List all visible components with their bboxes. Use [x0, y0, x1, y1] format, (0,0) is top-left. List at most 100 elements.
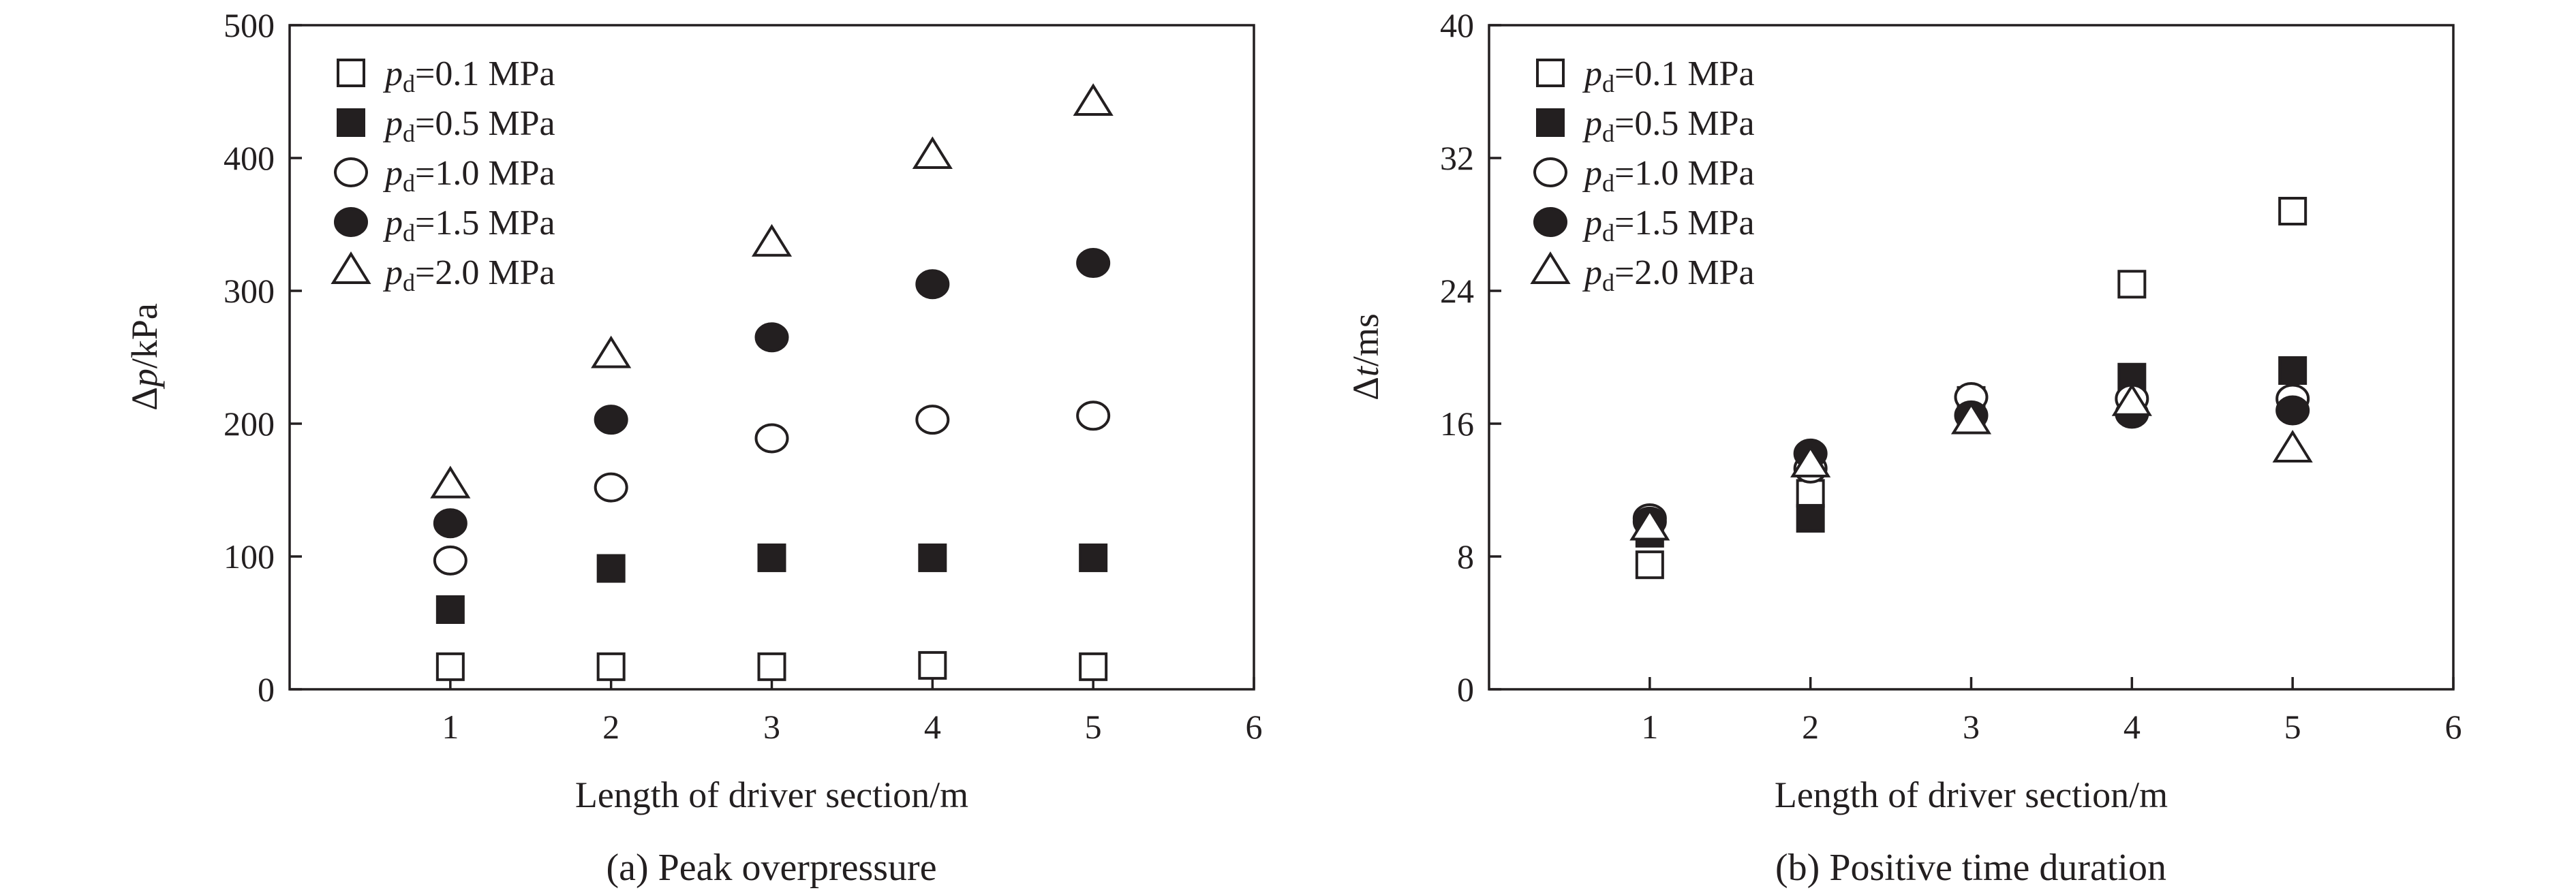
legend-marker [337, 108, 365, 137]
legend-entry: pd=0.5 MPa [337, 104, 555, 147]
legend: pd=0.1 MPa pd=0.5 MPa pd=1.0 MPa pd=1.5 MPa… [1530, 54, 1755, 296]
y-tick-label: 100 [224, 537, 275, 576]
legend-label: pd=2.0 MPa [1582, 253, 1755, 296]
x-tick-label: 6 [2445, 708, 2462, 746]
y-axis-label: Δt/ms [1345, 313, 1386, 401]
x-axis-label: Length of driver section/m [575, 774, 968, 815]
legend-entry: pd=2.0 MPa [331, 251, 555, 296]
legend-marker [334, 207, 368, 237]
data-point [1629, 507, 1670, 541]
data-point [1796, 503, 1825, 533]
data-point [1950, 401, 1992, 435]
data-point [754, 423, 789, 454]
legend-label: pd=0.5 MPa [382, 104, 555, 147]
y-tick-label: 32 [1440, 139, 1474, 177]
series-square-filled [435, 543, 1108, 624]
data-point [1076, 248, 1111, 279]
data-point [1079, 543, 1108, 572]
legend-entry: pd=1.5 MPa [334, 204, 555, 247]
data-point [591, 335, 632, 368]
legend-label: pd=1.5 MPa [382, 204, 555, 247]
x-tick-label: 3 [1963, 708, 1980, 746]
x-tick-label: 4 [2123, 708, 2141, 746]
data-point [751, 223, 793, 257]
legend: pd=0.1 MPa pd=0.5 MPa pd=1.0 MPa pd=1.5 MPa… [331, 54, 555, 296]
data-point [1790, 445, 1831, 477]
x-tick-label: 6 [1246, 708, 1263, 746]
series-triangle-open [430, 83, 1114, 499]
legend-label: pd=2.0 MPa [382, 253, 555, 296]
data-point [1079, 652, 1108, 681]
legend-entry: pd=0.5 MPa [1536, 104, 1755, 147]
legend-marker [337, 59, 365, 87]
y-tick-label: 200 [224, 405, 275, 443]
y-tick-label: 300 [224, 272, 275, 310]
y-tick-label: 24 [1440, 272, 1474, 310]
y-tick-label: 8 [1457, 537, 1474, 576]
data-point [596, 554, 626, 583]
legend-entry: pd=1.0 MPa [334, 154, 555, 197]
y-tick-label: 40 [1440, 6, 1474, 44]
data-point [596, 652, 626, 681]
data-point [915, 269, 950, 300]
x-tick-label: 5 [2284, 708, 2301, 746]
y-tick-label: 400 [224, 139, 275, 177]
data-point [757, 652, 786, 681]
legend-entry: pd=0.1 MPa [1536, 54, 1755, 97]
panel-caption: (b) Positive time duration [1775, 847, 2166, 889]
x-axis-label: Length of driver section/m [1775, 774, 2168, 815]
panel-b-positive-time-duration: 0 8 16 24 32 40 1 2 3 4 5 6 Length of driver section… [1345, 6, 2462, 889]
legend-label: pd=0.1 MPa [382, 54, 555, 97]
data-point [1076, 401, 1111, 431]
panel-a-peak-overpressure: 0 100 200 300 400 500 1 2 3 4 5 6 Length of driver s… [124, 6, 1263, 889]
series-circle-open [433, 401, 1111, 576]
data-point [2275, 395, 2310, 426]
x-tick-label: 3 [763, 708, 780, 746]
legend-marker [1533, 207, 1567, 237]
data-point [918, 543, 947, 572]
legend-marker [1533, 157, 1567, 187]
x-tick-label: 2 [1802, 708, 1819, 746]
data-point [433, 508, 467, 539]
data-point [1073, 83, 1114, 116]
legend-marker [1530, 251, 1571, 284]
data-point [2278, 356, 2307, 385]
x-tick-label: 1 [1641, 708, 1658, 746]
legend-marker [1536, 108, 1565, 137]
legend-label: pd=1.5 MPa [1582, 204, 1755, 247]
x-tick-label: 2 [602, 708, 619, 746]
data-point [594, 405, 628, 435]
series-square-open [435, 650, 1108, 681]
legend-entry: pd=0.1 MPa [337, 54, 555, 97]
y-tick-label: 16 [1440, 405, 1474, 443]
x-tick-label: 5 [1085, 708, 1102, 746]
legend-entry: pd=1.5 MPa [1533, 204, 1755, 247]
x-tick-label: 4 [924, 708, 941, 746]
legend-label: pd=0.5 MPa [1582, 104, 1755, 147]
legend-marker [1536, 59, 1565, 87]
series-triangle-open [1629, 383, 2313, 541]
data-point [1796, 479, 1825, 508]
data-point [1635, 550, 1664, 580]
y-axis-label: Δp/kPa [124, 303, 165, 411]
legend-entry: pd=2.0 MPa [1530, 251, 1755, 296]
legend-marker [331, 251, 371, 284]
data-point [430, 465, 471, 499]
data-point [594, 472, 628, 503]
x-tick-label: 1 [442, 708, 459, 746]
data-point [915, 405, 950, 435]
panel-caption: (a) Peak overpressure [606, 847, 936, 889]
data-point [912, 136, 953, 170]
legend-marker [334, 157, 368, 187]
y-tick-label: 0 [258, 670, 275, 708]
legend-label: pd=1.0 MPa [382, 154, 555, 197]
y-tick-label: 500 [224, 6, 275, 44]
legend-entry: pd=1.0 MPa [1533, 154, 1755, 197]
data-point [2272, 430, 2313, 462]
data-point [757, 543, 786, 572]
data-point [754, 322, 789, 353]
series-circle-filled [433, 248, 1111, 539]
data-point [433, 545, 467, 576]
legend-label: pd=0.1 MPa [1582, 54, 1755, 97]
data-point [2111, 383, 2152, 416]
